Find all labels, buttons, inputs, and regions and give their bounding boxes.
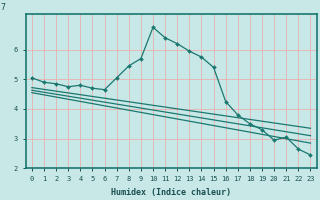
Text: 7: 7: [1, 3, 5, 12]
X-axis label: Humidex (Indice chaleur): Humidex (Indice chaleur): [111, 188, 231, 197]
